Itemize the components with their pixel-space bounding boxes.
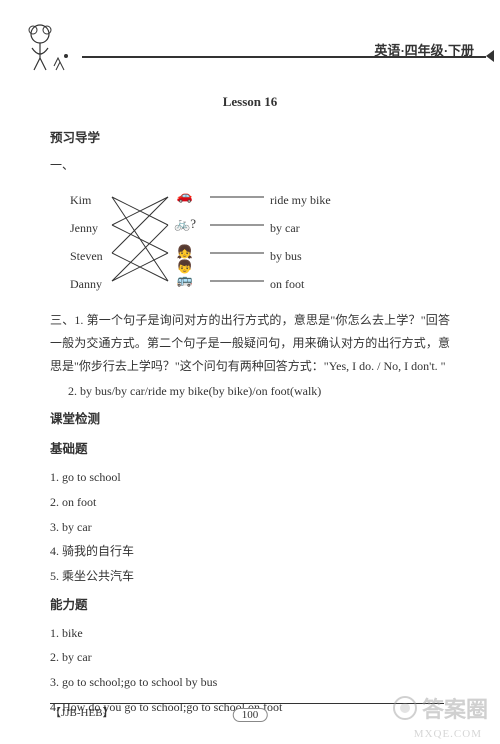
section-three-para2: 2. by bus/by car/ride my bike(by bike)/o…: [50, 380, 450, 403]
diagram-people-icon: 👧👦: [174, 244, 196, 259]
classtest-heading: 课堂检测: [50, 408, 450, 432]
page-content: Lesson 16 预习导学 一、 Kim Jenny Steven Danny 🚗 🚲?…: [50, 90, 450, 721]
header-marker-icon: [486, 50, 494, 62]
footer-left: 【JJB-HEB】: [50, 704, 114, 720]
diagram-left-label: Jenny: [70, 217, 98, 240]
ability-heading: 能力题: [50, 594, 450, 618]
basic-list: 1. go to school2. on foot3. by car4. 骑我的…: [50, 466, 450, 588]
watermark-main: 答案圈: [392, 692, 488, 724]
page-number: 100: [233, 708, 268, 722]
matching-diagram: Kim Jenny Steven Danny 🚗 🚲? 👧👦 🚌 ride my bike by …: [50, 183, 450, 303]
diagram-left-label: Danny: [70, 273, 102, 296]
diagram-bike-question-icon: 🚲?: [174, 216, 196, 231]
watermark-logo-icon: [392, 695, 418, 721]
preview-heading: 预习导学: [50, 127, 450, 151]
header-divider: [82, 56, 486, 58]
list-item: 4. 骑我的自行车: [50, 540, 450, 563]
diagram-left-label: Steven: [70, 245, 103, 268]
basic-heading: 基础题: [50, 438, 450, 462]
page-footer: 【JJB-HEB】 100: [50, 704, 450, 720]
watermark-sub: MXQE.COM: [414, 728, 482, 740]
diagram-bus-icon: 🚌: [174, 272, 196, 287]
list-item: 1. go to school: [50, 466, 450, 489]
list-item: 2. by car: [50, 646, 450, 669]
header-cartoon-icon: [18, 18, 78, 78]
diagram-right-label: by bus: [270, 245, 302, 268]
list-item: 3. by car: [50, 516, 450, 539]
diagram-right-label: on foot: [270, 273, 304, 296]
list-item: 1. bike: [50, 622, 450, 645]
section-one-label: 一、: [50, 154, 450, 177]
lesson-title: Lesson 16: [50, 90, 450, 115]
diagram-car-icon: 🚗: [174, 188, 196, 203]
list-item: 3. go to school;go to school by bus: [50, 671, 450, 694]
list-item: 5. 乘坐公共汽车: [50, 565, 450, 588]
section-three-para1: 三、1. 第一个句子是询问对方的出行方式的，意思是"你怎么去上学？"回答一般为交…: [50, 309, 450, 377]
diagram-right-label: ride my bike: [270, 189, 331, 212]
diagram-left-label: Kim: [70, 189, 91, 212]
diagram-right-label: by car: [270, 217, 300, 240]
list-item: 2. on foot: [50, 491, 450, 514]
watermark-text: 答案圈: [422, 692, 488, 724]
